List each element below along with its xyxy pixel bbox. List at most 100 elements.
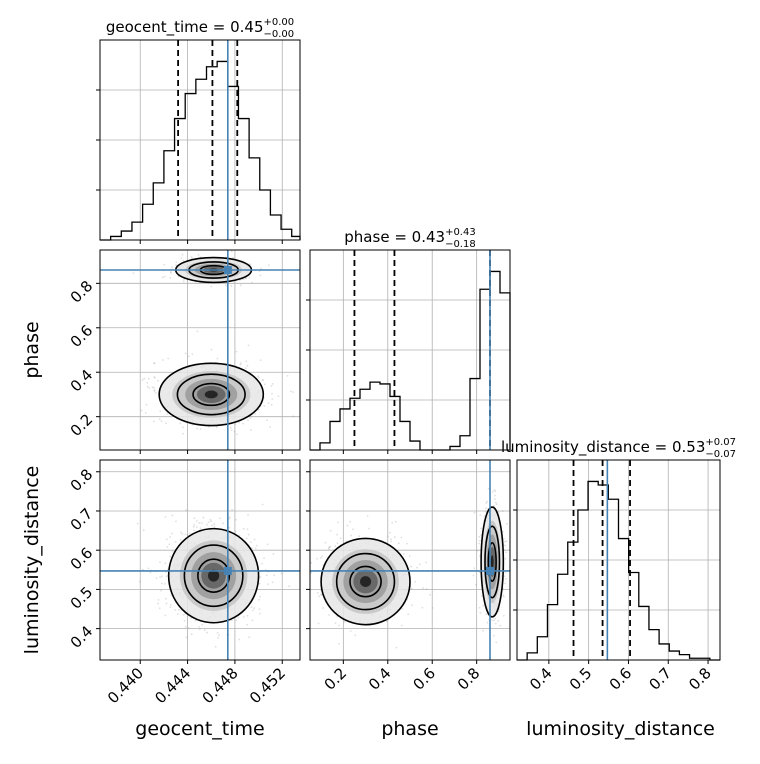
panel-title: geocent_time = 0.45+0.00 −0.00 (106, 17, 294, 40)
sample-point (478, 535, 481, 538)
sample-point (334, 545, 337, 548)
contour-line (320, 537, 411, 626)
sample-point (320, 594, 323, 597)
sample-point (199, 527, 202, 530)
sample-point (157, 599, 160, 601)
sample-point (263, 405, 266, 407)
sample-point (286, 375, 289, 377)
sample-point (239, 362, 242, 364)
axes-frame (99, 249, 301, 451)
sample-point (201, 623, 204, 626)
tick-marks (306, 471, 478, 664)
sample-point (267, 402, 270, 404)
sample-point (256, 544, 258, 547)
sample-point (247, 344, 250, 347)
sample-point (486, 621, 489, 624)
sample-point (235, 619, 238, 622)
truth-marker (223, 266, 232, 274)
sample-point (475, 583, 477, 586)
sample-point (246, 528, 249, 531)
sample-point (261, 562, 263, 565)
sample-point (491, 619, 493, 621)
sample-point (142, 568, 144, 571)
sample-point (245, 277, 247, 280)
tick-label: 0.7 (67, 505, 97, 535)
sample-point (190, 256, 193, 258)
sample-point (168, 543, 171, 546)
sample-point (198, 522, 201, 524)
sample-point (169, 536, 172, 538)
sample-point (248, 636, 251, 639)
sample-point (183, 619, 186, 622)
sample-point (487, 487, 490, 490)
sample-point (231, 508, 234, 511)
tick-label: 0.5 (67, 583, 97, 613)
sample-point (272, 553, 275, 555)
sample-point (358, 535, 361, 537)
sample-point (259, 576, 262, 579)
sample-point (163, 263, 166, 266)
sample-point (318, 595, 320, 598)
sample-point (153, 420, 155, 423)
sample-point (350, 534, 352, 537)
sample-point (250, 415, 252, 418)
contour-line (167, 527, 260, 624)
sample-point (271, 392, 273, 395)
sample-point (501, 510, 504, 513)
sample-point (162, 359, 164, 361)
density-level (204, 390, 218, 399)
axes-frame (309, 459, 511, 661)
sample-point (263, 557, 265, 560)
density-level (490, 555, 494, 569)
sample-point (486, 500, 488, 503)
x-axis-label-luminosity-distance: luminosity_distance (526, 718, 715, 740)
sample-point (346, 524, 349, 527)
sample-point (232, 257, 234, 259)
sample-point (493, 634, 495, 637)
tick-label: 0.8 (454, 664, 484, 694)
sample-point (230, 284, 233, 287)
sample-point (206, 631, 208, 634)
sample-point (153, 376, 156, 379)
title-superscript: +0.00 (264, 17, 295, 28)
sample-point (141, 379, 144, 382)
sample-point (234, 423, 237, 426)
sample-point (385, 620, 388, 623)
sample-point (386, 535, 389, 538)
sample-point (483, 515, 486, 518)
tick-label: 0.6 (67, 321, 97, 351)
density-marks (100, 250, 300, 450)
sample-point (218, 634, 220, 636)
x-tick-labels-geocent-time: 0.440 0.444 0.448 0.452 (104, 664, 289, 707)
sample-point (292, 391, 295, 393)
sample-point (177, 613, 179, 615)
sample-point (502, 614, 505, 617)
sample-point (258, 582, 261, 585)
sample-point (479, 539, 481, 542)
sample-point (190, 633, 193, 636)
sample-point (158, 418, 161, 420)
sample-point (157, 602, 159, 605)
sample-point (184, 352, 187, 355)
sample-point (234, 518, 237, 521)
sample-point (250, 606, 253, 609)
sample-point (164, 583, 166, 585)
sample-point (210, 520, 213, 523)
panel-title: phase = 0.43+0.43 −0.18 (344, 227, 475, 250)
density-level (360, 576, 372, 587)
sample-point (271, 398, 274, 400)
sample-point (246, 623, 249, 626)
sample-point (402, 553, 405, 555)
sample-point (229, 426, 232, 429)
sample-point (271, 581, 274, 584)
tick-label: 0.444 (151, 664, 194, 707)
sample-point (170, 266, 173, 268)
sample-point (245, 360, 248, 363)
sample-point (198, 626, 201, 628)
sample-point (147, 567, 150, 570)
sample-point (144, 412, 147, 414)
sample-point (251, 547, 253, 550)
sample-point (247, 533, 250, 536)
sample-point (229, 516, 231, 519)
axes-frame (99, 459, 301, 661)
